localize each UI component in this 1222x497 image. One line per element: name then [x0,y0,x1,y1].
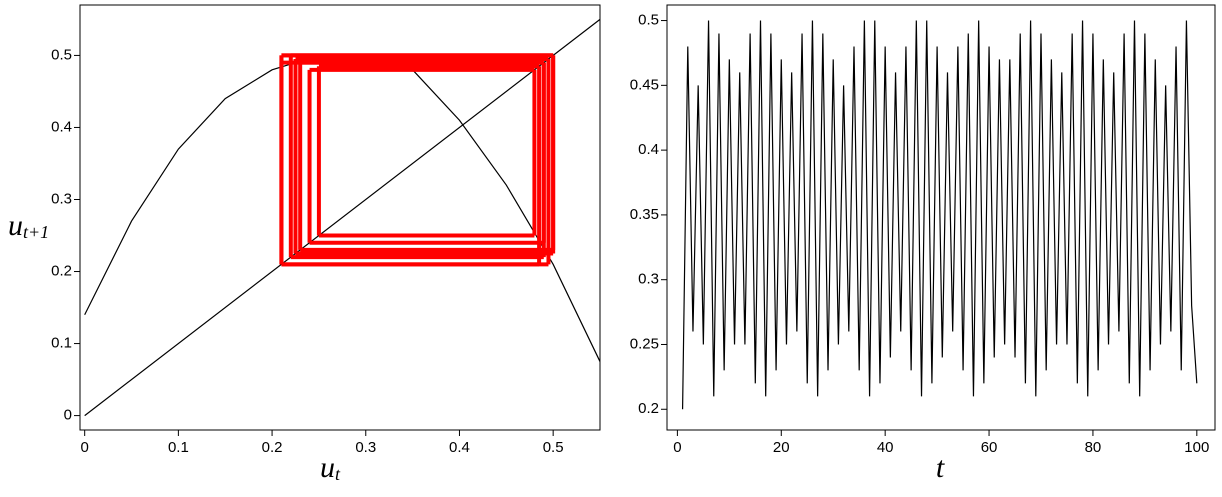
y-tick-label: 0.5 [638,12,659,29]
x-tick-label: 0.1 [168,439,189,456]
y-tick-label: 0.2 [638,400,659,417]
y-tick-label: 0.3 [51,190,72,207]
y-tick-label: 0 [64,407,72,424]
y-tick-label: 0.25 [630,335,659,352]
data-line [681,20,1198,410]
x-axis-label: ut [320,451,341,484]
plot-frame [79,4,601,431]
y-tick-label: 0.5 [51,46,72,63]
x-axis-label-subscript: t [335,464,341,484]
y-axis-label: ut+1 [8,209,49,242]
x-tick-label: 0 [673,439,681,456]
y-tick-label: 0.4 [638,141,659,158]
y-axis-label-subscript: t+1 [23,222,49,242]
x-axis-label-main: u [320,451,335,484]
y-tick-label: 0.35 [630,206,659,223]
y-tick-label: 0.2 [51,262,72,279]
x-tick-label: 0.4 [449,439,470,456]
plot-frame [666,4,1216,431]
x-tick-label: 0 [81,439,89,456]
y-axis-label-main: u [8,209,23,242]
x-tick-label: 40 [877,439,894,456]
x-tick-label: 60 [981,439,998,456]
x-tick-label: 0.2 [262,439,283,456]
data-line [84,18,601,417]
y-tick-label: 0.4 [51,118,72,135]
x-tick-label: 0.5 [543,439,564,456]
data-line [84,54,601,362]
y-tick-label: 0.1 [51,335,72,352]
x-tick-label: 0.3 [355,439,376,456]
x-tick-label: 80 [1085,439,1102,456]
y-tick-label: 0.3 [638,271,659,288]
x-tick-label: 100 [1184,439,1209,456]
y-tick-label: 0.45 [630,76,659,93]
x-tick-label: 20 [773,439,790,456]
x-axis-label: t [936,451,945,484]
